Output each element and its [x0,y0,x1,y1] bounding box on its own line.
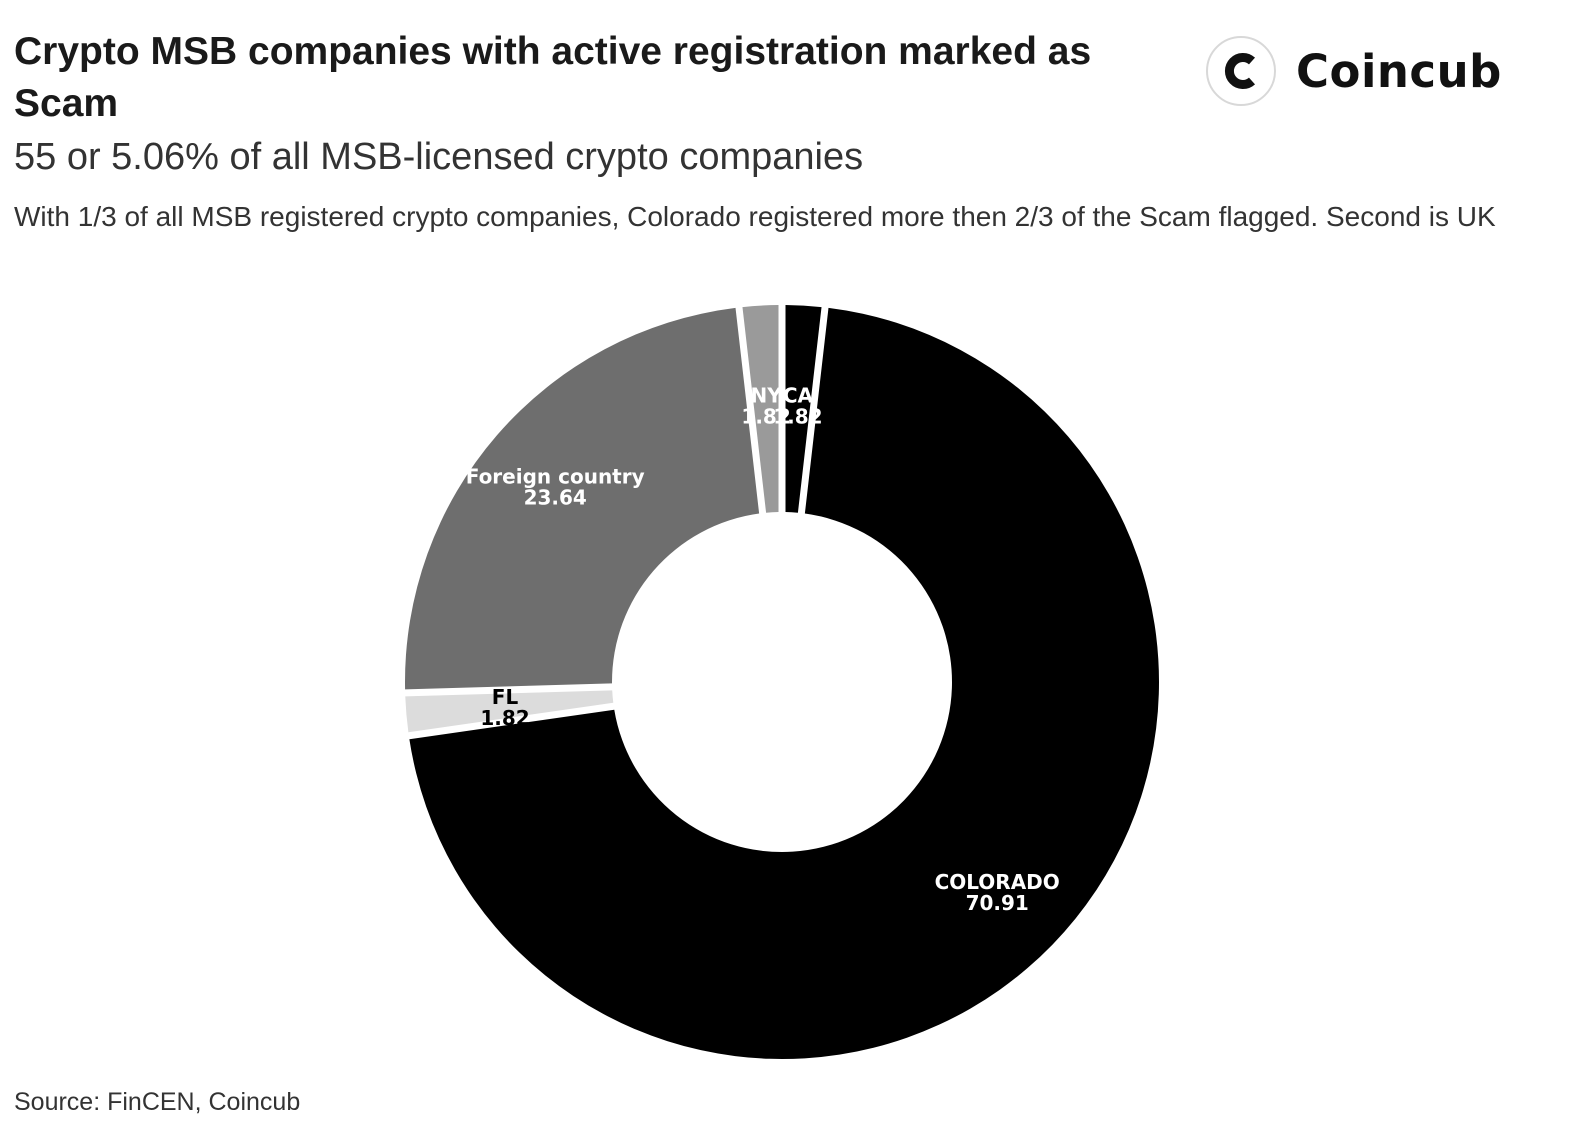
slice-colorado [409,307,1160,1060]
slice-value-ca: 1.82 [773,405,822,429]
coincub-logo-text: Coincub [1296,44,1502,98]
slice-label-colorado: COLORADO [935,870,1060,894]
coincub-logo-icon [1206,36,1276,106]
slice-ca [785,305,822,513]
slice-value-fl: 1.82 [480,706,529,730]
chart-title: Crypto MSB companies with active registr… [14,30,1092,125]
slice-fl [405,690,614,733]
chart-header: Crypto MSB companies with active registr… [14,26,1184,184]
chart-subtitle: 55 or 5.06% of all MSB-licensed crypto c… [14,136,864,178]
slice-value-ny: 1.82 [741,405,790,429]
coincub-c-icon [1225,53,1256,89]
source-note: Source: FinCEN, Coincub [14,1088,301,1116]
slice-ny [742,305,779,513]
slice-label-foreign-country: Foreign country [466,465,645,489]
donut-slices [404,305,1160,1060]
slice-label-ny: NY [750,384,782,408]
coincub-logo: Coincub [1206,34,1502,108]
slice-value-foreign-country: 23.64 [524,486,587,510]
slice-value-colorado: 70.91 [966,891,1029,915]
chart-description: With 1/3 of all MSB registered crypto co… [14,201,1496,232]
slice-foreign-country [404,307,760,690]
slice-label-ca: CA [783,384,814,408]
slice-label-fl: FL [492,685,519,709]
